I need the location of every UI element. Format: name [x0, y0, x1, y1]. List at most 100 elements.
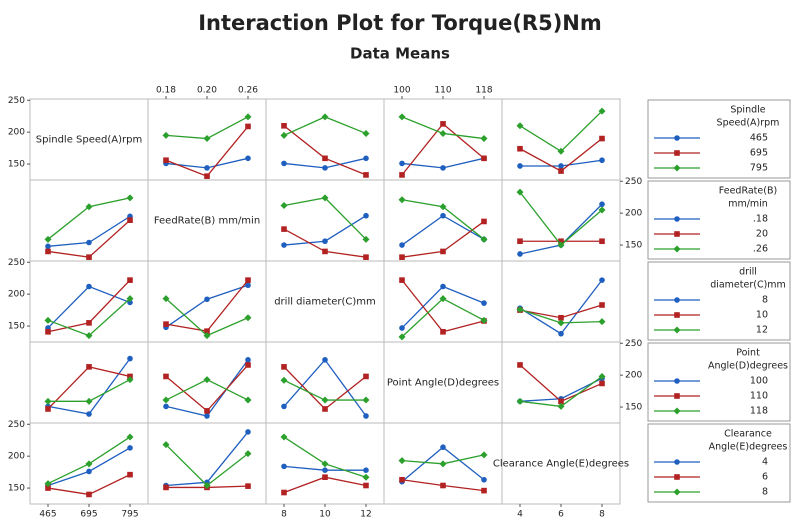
marker — [44, 235, 52, 243]
series-line — [165, 364, 249, 412]
marker — [244, 450, 252, 458]
marker — [86, 491, 92, 498]
marker — [439, 129, 447, 137]
marker — [557, 241, 565, 249]
marker — [127, 217, 133, 223]
marker — [45, 243, 51, 250]
chart-subtitle: Data Means — [350, 45, 450, 63]
marker — [599, 277, 605, 283]
legend-title: diameter(C)mm — [710, 280, 786, 291]
marker — [558, 330, 564, 337]
factor-label: FeedRate(B) mm/min — [154, 216, 260, 227]
marker — [599, 135, 605, 142]
marker — [440, 482, 446, 489]
marker — [203, 482, 211, 490]
y-tick-label: 150 — [8, 484, 25, 494]
factor-label: Clearance Angle(E)degrees — [493, 459, 629, 470]
marker — [244, 396, 252, 404]
legend-marker — [674, 297, 680, 303]
marker — [280, 376, 288, 384]
marker — [322, 155, 328, 162]
marker — [399, 476, 405, 483]
marker — [163, 484, 169, 491]
marker — [126, 433, 134, 441]
series-line — [519, 110, 603, 153]
marker — [321, 460, 329, 468]
series-line — [283, 197, 367, 240]
marker — [322, 248, 328, 255]
marker — [322, 467, 328, 473]
marker — [281, 122, 287, 129]
marker — [516, 188, 524, 196]
marker — [163, 403, 169, 410]
marker — [481, 476, 487, 483]
marker — [281, 160, 287, 167]
marker — [127, 355, 133, 362]
marker — [598, 318, 606, 326]
series-line — [519, 191, 603, 246]
marker — [86, 254, 92, 260]
series-line — [519, 364, 603, 403]
marker — [163, 157, 169, 164]
legend-box — [647, 342, 791, 422]
marker — [204, 408, 210, 414]
marker — [162, 131, 170, 139]
legend-title: Angle(D)degrees — [708, 361, 788, 372]
marker — [45, 406, 51, 412]
marker — [398, 333, 406, 341]
marker — [363, 254, 369, 260]
marker — [363, 482, 369, 489]
marker — [558, 398, 564, 405]
marker — [599, 157, 605, 164]
chart-title: Interaction Plot for Torque(R5)Nm — [198, 11, 602, 35]
legend-marker — [674, 393, 680, 399]
marker — [245, 357, 251, 363]
y-tick-label: 150 — [8, 160, 25, 170]
legend-marker — [673, 164, 681, 172]
marker — [599, 380, 605, 387]
series-line — [47, 298, 131, 337]
marker — [281, 489, 287, 496]
marker — [86, 468, 92, 475]
y-tick-label: 150 — [625, 403, 642, 413]
marker — [163, 373, 169, 380]
legend-title: Spindle — [730, 105, 765, 116]
x-tick-label: 8 — [599, 510, 605, 520]
marker — [86, 364, 92, 370]
marker — [399, 325, 405, 331]
marker — [517, 238, 523, 245]
marker — [399, 254, 405, 260]
legend-box — [647, 99, 791, 179]
marker — [85, 460, 93, 468]
marker — [203, 376, 211, 384]
marker — [557, 147, 565, 155]
x-tick-label: 118 — [475, 86, 492, 96]
x-tick-label: 100 — [393, 86, 410, 96]
marker — [362, 129, 370, 137]
marker — [598, 372, 606, 380]
x-tick-label: 0.20 — [197, 86, 217, 96]
legend-label: 8 — [762, 295, 768, 306]
marker — [126, 295, 134, 303]
y-tick-label: 250 — [8, 258, 25, 268]
marker — [440, 121, 446, 127]
marker — [363, 212, 369, 219]
legend-label: 12 — [756, 325, 768, 336]
marker — [204, 413, 210, 419]
marker — [399, 172, 405, 178]
legend-marker — [674, 312, 680, 318]
x-tick-label: 795 — [121, 510, 138, 520]
marker — [245, 155, 251, 162]
marker — [440, 248, 446, 255]
marker — [557, 402, 565, 410]
legend-label: 795 — [750, 163, 768, 174]
legend-title: Speed(A)rpm — [717, 118, 780, 129]
marker — [127, 471, 133, 478]
marker — [481, 487, 487, 494]
marker — [363, 467, 369, 473]
marker — [85, 203, 93, 211]
y-tick-label: 250 — [625, 339, 642, 349]
legend-box — [647, 423, 791, 503]
marker — [203, 135, 211, 143]
marker — [517, 145, 523, 152]
